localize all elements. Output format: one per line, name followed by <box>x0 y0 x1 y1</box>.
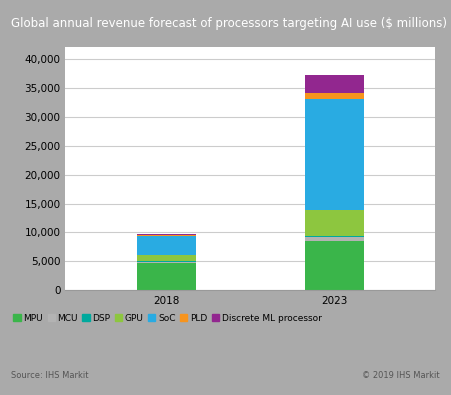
Bar <box>305 237 364 241</box>
Bar <box>305 236 364 237</box>
Bar <box>137 261 196 262</box>
Bar <box>137 262 196 263</box>
Bar <box>137 234 196 235</box>
Text: © 2019 IHS Markit: © 2019 IHS Markit <box>362 371 440 380</box>
Bar <box>305 93 364 99</box>
Bar <box>137 263 196 290</box>
Bar <box>305 99 364 210</box>
Bar <box>137 255 196 261</box>
Bar <box>137 236 196 255</box>
Text: Source: IHS Markit: Source: IHS Markit <box>11 371 89 380</box>
Bar <box>137 235 196 236</box>
Bar <box>305 75 364 93</box>
Legend: MPU, MCU, DSP, GPU, SoC, PLD, Discrete ML processor: MPU, MCU, DSP, GPU, SoC, PLD, Discrete M… <box>14 314 322 323</box>
Bar <box>305 210 364 236</box>
Text: Global annual revenue forecast of processors targeting AI use ($ millions): Global annual revenue forecast of proces… <box>11 17 447 30</box>
Bar <box>305 241 364 290</box>
